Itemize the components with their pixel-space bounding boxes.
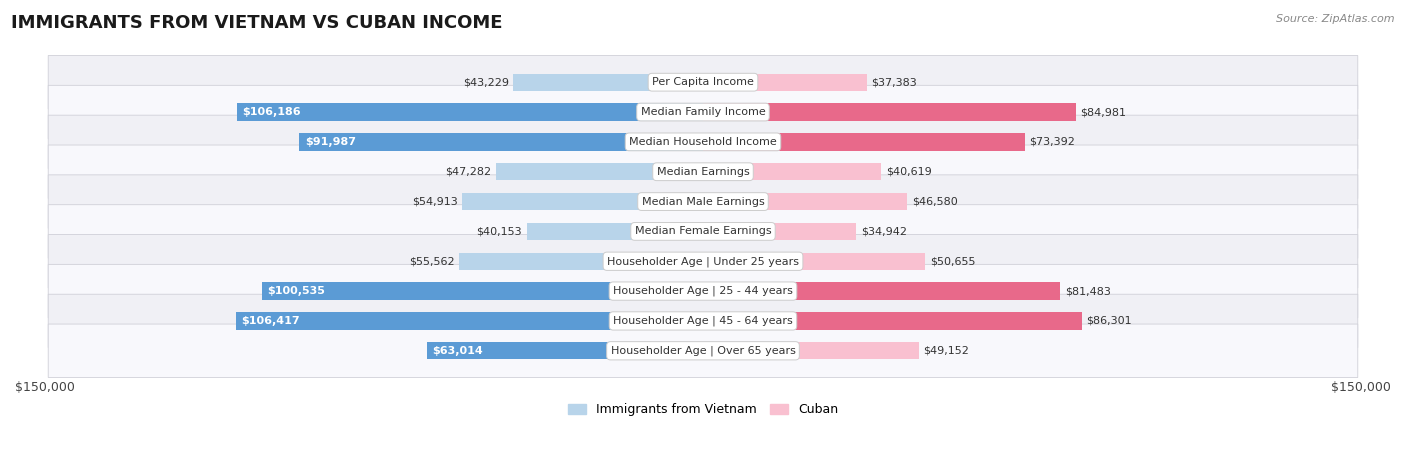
Text: $86,301: $86,301	[1087, 316, 1132, 326]
Text: $40,619: $40,619	[886, 167, 932, 177]
Bar	[703, 133, 1025, 150]
Text: Median Male Earnings: Median Male Earnings	[641, 197, 765, 206]
Text: $106,186: $106,186	[242, 107, 301, 117]
Bar	[703, 193, 907, 210]
Text: $47,282: $47,282	[444, 167, 491, 177]
Bar	[703, 103, 1076, 120]
Bar	[460, 253, 703, 270]
FancyBboxPatch shape	[48, 294, 1358, 347]
Text: $73,392: $73,392	[1029, 137, 1076, 147]
Legend: Immigrants from Vietnam, Cuban: Immigrants from Vietnam, Cuban	[562, 398, 844, 421]
Text: $34,942: $34,942	[860, 226, 907, 236]
Text: Median Family Income: Median Family Income	[641, 107, 765, 117]
FancyBboxPatch shape	[48, 85, 1358, 139]
Text: Median Female Earnings: Median Female Earnings	[634, 226, 772, 236]
Text: $84,981: $84,981	[1080, 107, 1126, 117]
FancyBboxPatch shape	[48, 234, 1358, 288]
Bar	[527, 223, 703, 240]
Bar	[513, 73, 703, 91]
Text: $63,014: $63,014	[432, 346, 482, 356]
Text: $40,153: $40,153	[477, 226, 522, 236]
Text: Median Household Income: Median Household Income	[628, 137, 778, 147]
Bar	[703, 73, 868, 91]
Text: $54,913: $54,913	[412, 197, 457, 206]
FancyBboxPatch shape	[48, 205, 1358, 258]
Bar	[703, 312, 1081, 330]
Text: Householder Age | 25 - 44 years: Householder Age | 25 - 44 years	[613, 286, 793, 297]
Bar	[238, 103, 703, 120]
Text: Source: ZipAtlas.com: Source: ZipAtlas.com	[1277, 14, 1395, 24]
FancyBboxPatch shape	[48, 175, 1358, 228]
Text: $43,229: $43,229	[463, 77, 509, 87]
FancyBboxPatch shape	[48, 324, 1358, 377]
Text: Householder Age | Over 65 years: Householder Age | Over 65 years	[610, 346, 796, 356]
Text: $81,483: $81,483	[1066, 286, 1111, 296]
Text: IMMIGRANTS FROM VIETNAM VS CUBAN INCOME: IMMIGRANTS FROM VIETNAM VS CUBAN INCOME	[11, 14, 503, 32]
Bar	[703, 342, 918, 360]
Text: $91,987: $91,987	[305, 137, 356, 147]
Bar	[262, 283, 703, 300]
Text: $37,383: $37,383	[872, 77, 917, 87]
FancyBboxPatch shape	[48, 115, 1358, 169]
FancyBboxPatch shape	[48, 264, 1358, 318]
Bar	[703, 283, 1060, 300]
Bar	[236, 312, 703, 330]
Bar	[463, 193, 703, 210]
Text: $46,580: $46,580	[912, 197, 957, 206]
Text: Householder Age | Under 25 years: Householder Age | Under 25 years	[607, 256, 799, 267]
Bar	[703, 223, 856, 240]
Text: Median Earnings: Median Earnings	[657, 167, 749, 177]
Text: $55,562: $55,562	[409, 256, 454, 266]
Text: Householder Age | 45 - 64 years: Householder Age | 45 - 64 years	[613, 316, 793, 326]
Text: Per Capita Income: Per Capita Income	[652, 77, 754, 87]
Bar	[703, 163, 882, 180]
Text: $50,655: $50,655	[929, 256, 976, 266]
FancyBboxPatch shape	[48, 56, 1358, 109]
Text: $49,152: $49,152	[924, 346, 969, 356]
Bar	[495, 163, 703, 180]
FancyBboxPatch shape	[48, 145, 1358, 198]
Text: $106,417: $106,417	[242, 316, 299, 326]
Bar	[703, 253, 925, 270]
Bar	[426, 342, 703, 360]
Bar	[299, 133, 703, 150]
Text: $100,535: $100,535	[267, 286, 325, 296]
